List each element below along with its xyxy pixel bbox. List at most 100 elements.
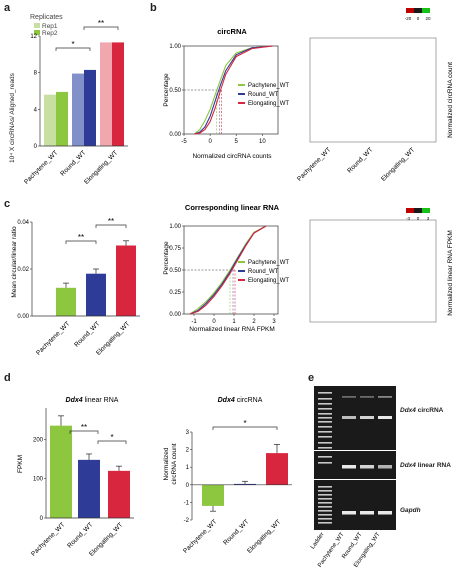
dr-ytick-label-0: -2: [184, 518, 190, 524]
a-sig-1: *: [71, 40, 74, 49]
dr-bar-0: [202, 484, 224, 506]
dl-ytick-label-1: 100: [33, 477, 44, 483]
gel-label-linear: Ddx4 linear RNA: [400, 462, 451, 469]
legend-item-rep1: Rep1: [42, 23, 58, 30]
b-title: circRNA: [217, 27, 247, 36]
d-right-title-rest: circRNA: [235, 397, 263, 404]
b-ylabel: Percentage: [163, 73, 170, 107]
c-cdf-ylabel: Percentage: [163, 241, 170, 275]
gel-ladder-band: [318, 442, 332, 444]
gel-ladder-band: [318, 490, 332, 492]
gel-ladder-band: [318, 518, 332, 520]
a-bar-1-0: [72, 73, 84, 146]
gel-label-circrna-gene: Ddx4: [400, 407, 416, 414]
b-cdf-ytick-label-1: 0.50: [169, 88, 181, 94]
c-ylabel: Mean circular/linear ratio: [11, 226, 18, 298]
c-xlabel-0: Pachytene_WT: [35, 320, 71, 356]
a-bar-1-1: [84, 69, 96, 146]
c-cdf-xtick-label-0: -1: [191, 319, 197, 325]
panel-label-c: c: [4, 198, 11, 210]
c-cdf-xtick-label-1: 0: [212, 319, 216, 325]
d-left-sig-1: **: [81, 423, 87, 432]
c-legend-round: Round_WT: [248, 269, 279, 275]
c-sig-2: **: [108, 217, 114, 226]
panel-label-e: e: [308, 372, 315, 384]
c-ytick-label-2: 0.04: [17, 220, 29, 226]
panel-d-right: Ddx4 circRNA Normalized circRNA count -2…: [163, 397, 292, 555]
a-bar-0-0: [44, 94, 56, 146]
b-legend-swatch-round: [238, 93, 245, 95]
gel-ladder-band: [318, 510, 332, 512]
b-heatmap-scale: -20 0 20: [405, 8, 431, 21]
gel-ladder-band: [318, 403, 332, 405]
dl-ytick-label-2: 200: [33, 437, 44, 443]
d-right-ylabel-2: circRNA count: [171, 443, 178, 484]
d-right-sig-bracket: [212, 426, 278, 430]
a-xlabel-0: Pachytene_WT: [23, 149, 59, 185]
d-left-sig-bracket-1: [69, 430, 99, 434]
b-cdf-xtick-label-0: -5: [181, 139, 187, 145]
c-sig-bracket-2: [95, 224, 127, 228]
b-cdf-series-0: [194, 45, 273, 135]
c-heatmap-scale: -3 0 3: [406, 208, 430, 221]
panel-d-left: Ddx4 linear RNA FPKM 0 100 200 ** * Pachyt…: [17, 397, 134, 558]
dr-ytick-label-5: 3: [186, 430, 190, 436]
legend-item-rep2: Rep2: [42, 30, 58, 37]
gel-circ-band-top: [378, 396, 392, 398]
dr-ytick-label-1: -1: [184, 500, 190, 506]
gel-label-gapdh: Gapdh: [400, 507, 421, 514]
gel-ladder-band: [318, 413, 332, 415]
c-cdf-ytick-label-2: 0.50: [169, 268, 181, 274]
gel-ladder-band: [318, 431, 332, 433]
b-cdf-series-2: [194, 45, 273, 135]
panel-b-chart: circRNA Percentage Normalized circRNA co…: [163, 8, 454, 183]
gel-label-circrna: Ddx4 circRNA: [400, 407, 443, 414]
c-cdf-xlabel: Normalized linear RNA FPKM: [189, 326, 275, 333]
a-bar-0-1: [56, 91, 68, 146]
gel-lane-labels: Ladder Pachytene_WT Round_WT Elongating_…: [310, 531, 382, 568]
a-sig-bracket-1: [55, 47, 91, 51]
panel-a-chart: Replicates Rep1 Rep2 10⁴ X circRNAs/ Ali…: [9, 14, 128, 186]
d-right-title: Ddx4 circRNA: [218, 397, 263, 404]
c-heatmap-frame: [309, 219, 437, 323]
c-cdf-series-2: [189, 225, 267, 315]
b-heatmap-label: Normalized circRNA count: [447, 62, 454, 138]
gel-block-gapdh: [314, 480, 396, 530]
d-left-sig-2: *: [110, 433, 113, 442]
gel-ladder-band: [318, 398, 332, 400]
dr-ytick-label-4: 2: [186, 448, 190, 454]
gel-label-gapdh-gene: Gapdh: [400, 507, 421, 514]
d-right-ylabel-1: Normalized: [163, 447, 170, 480]
gel-ladder-band: [318, 421, 332, 423]
gel-ladder-band: [318, 447, 332, 449]
gel-ladder-band: [318, 456, 332, 458]
legend-swatch-rep1: [34, 23, 40, 28]
lane-label-ladder: Ladder: [310, 532, 326, 551]
c-heatmap-label: Normalized linear RNA FPKM: [447, 230, 454, 316]
c-cdf-ytick-label-1: 0.25: [169, 290, 181, 296]
dr-ytick-label-3: 1: [186, 465, 190, 471]
dl-ytick-label-0: 0: [40, 516, 44, 522]
dr-xlabel-1: Round_WT: [222, 518, 250, 546]
dl-bar-1: [78, 459, 100, 518]
panel-c-chart: Mean circular/linear ratio 0.000.020.04 …: [11, 217, 140, 357]
gel-linear-band: [360, 465, 374, 469]
dl-bar-2: [108, 470, 130, 518]
c-cdf-xtick-label-2: 1: [232, 319, 236, 325]
c-scale-high: 3: [427, 216, 430, 221]
gel-label-linear-gene: Ddx4: [400, 462, 416, 469]
dl-bar-0: [50, 425, 72, 518]
gel-ladder-band: [318, 426, 332, 428]
b-legend-round: Round_WT: [248, 92, 279, 98]
a-ylabel: 10⁴ X circRNAs/ Aligned_reads: [9, 72, 16, 163]
gel-label-circrna-rest: circRNA: [415, 407, 444, 414]
d-right-sig: *: [243, 419, 246, 428]
a-sig-bracket-2: [83, 26, 119, 30]
gel-linear-band: [342, 465, 356, 469]
gel-ladder-band: [318, 486, 332, 488]
c-sig-1: **: [78, 233, 84, 242]
d-left-title-gene: Ddx4: [66, 397, 83, 404]
c-scale-low: -3: [406, 216, 410, 221]
c-legend-swatch-elongating: [238, 279, 245, 281]
c-legend-pachytene: Pachytene_WT: [248, 260, 289, 266]
